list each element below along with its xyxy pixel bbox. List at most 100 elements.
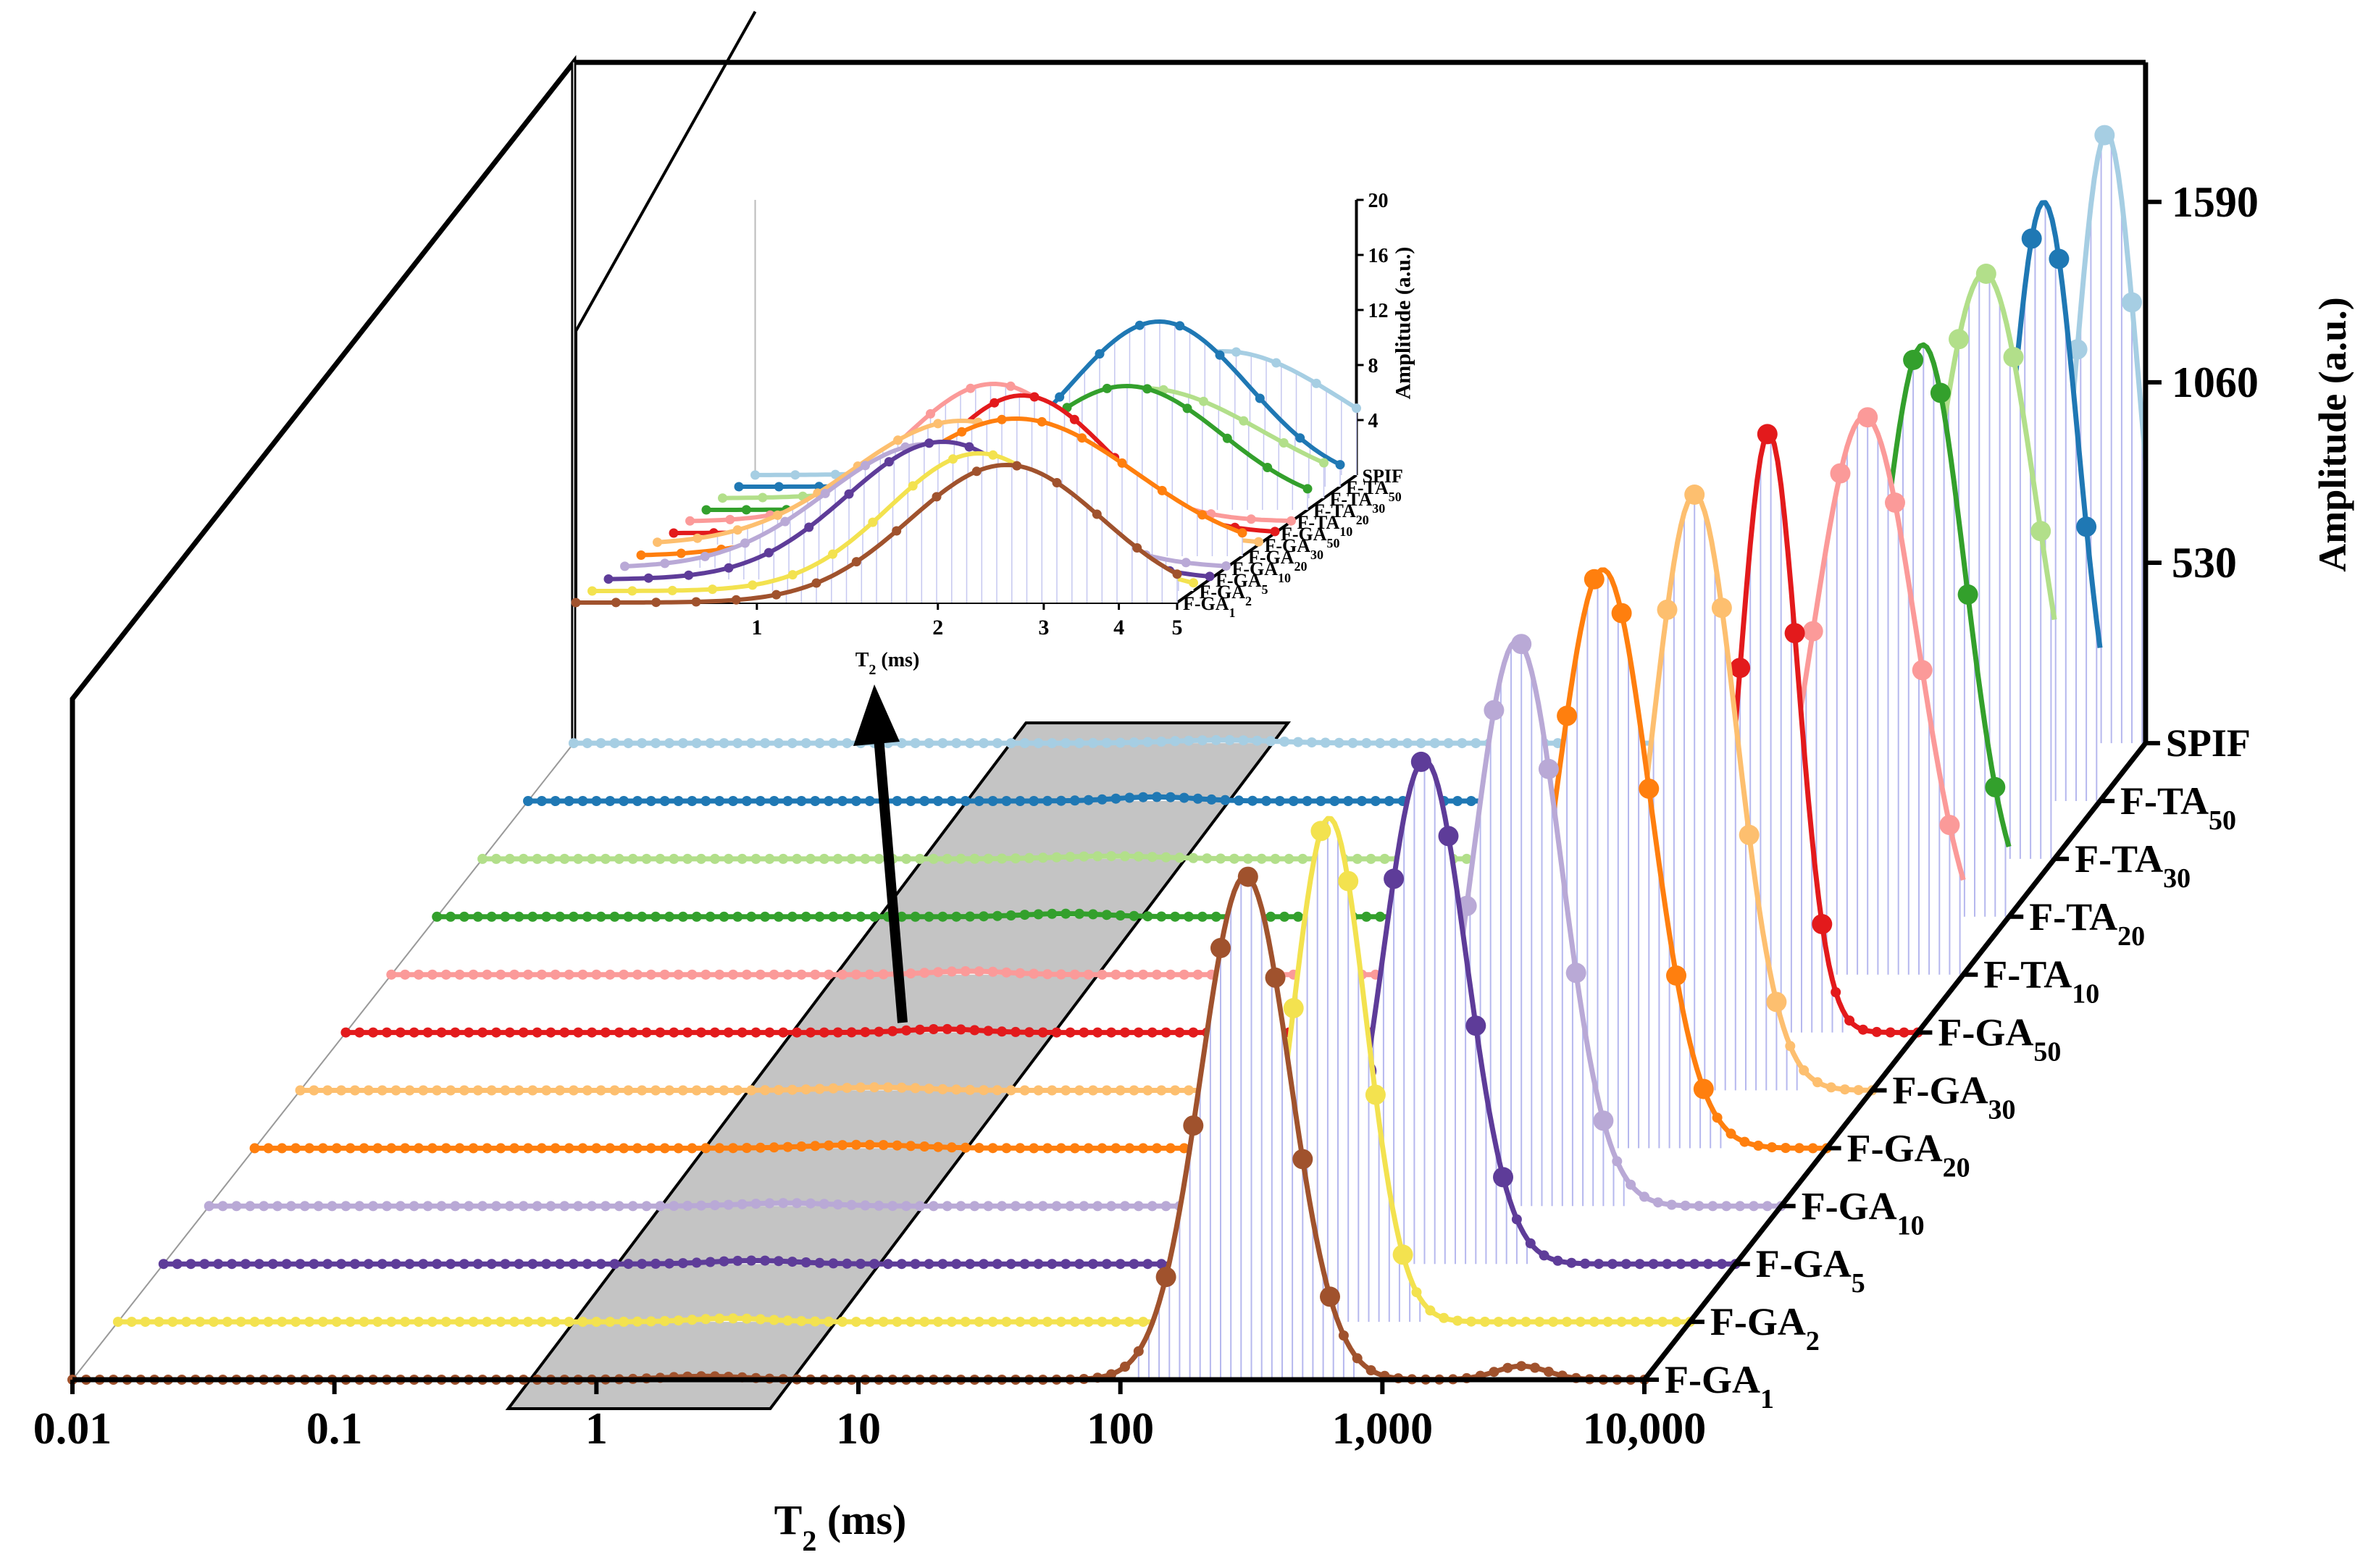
data-point <box>719 1085 729 1096</box>
data-point <box>627 1201 638 1212</box>
data-point <box>1042 1317 1053 1328</box>
data-point <box>1671 1317 1681 1328</box>
data-point <box>609 738 620 749</box>
series-label-f-ga10: F-GA10 <box>1802 1184 1925 1241</box>
data-point <box>1516 1361 1527 1372</box>
data-point <box>518 1027 529 1038</box>
data-point <box>477 853 488 864</box>
data-point <box>322 1085 333 1096</box>
data-point <box>837 796 848 806</box>
inset-data-point <box>1181 558 1191 568</box>
inset-data-point <box>908 481 918 491</box>
data-point <box>810 796 821 806</box>
data-point <box>573 853 584 864</box>
data-point <box>1024 1027 1034 1038</box>
inset-data-point <box>734 482 744 492</box>
data-point <box>564 1317 574 1328</box>
data-point <box>587 1027 598 1038</box>
data-point <box>235 1317 246 1328</box>
data-point <box>819 1027 829 1038</box>
arrow-shaft <box>874 737 908 1023</box>
arrow-head <box>853 684 900 746</box>
inset-data-point <box>780 516 790 527</box>
data-point <box>732 911 743 922</box>
inset-data-point <box>571 598 581 608</box>
data-point <box>619 1317 629 1327</box>
data-point <box>1156 737 1167 747</box>
data-point <box>1762 1201 1773 1212</box>
data-point <box>555 1259 565 1270</box>
data-point <box>259 1201 269 1212</box>
data-point <box>1061 1259 1071 1270</box>
data-point <box>1429 738 1440 749</box>
data-point <box>1274 796 1285 806</box>
data-point <box>619 796 629 806</box>
data-point <box>800 911 811 922</box>
inset-series-line <box>576 463 1179 605</box>
data-point <box>518 853 529 864</box>
data-point <box>1019 1259 1030 1270</box>
inset-data-point <box>1270 527 1280 537</box>
inset-data-point <box>691 597 701 607</box>
data-point <box>1115 737 1126 748</box>
inset-x-tick-label: 1 <box>751 616 762 640</box>
data-point <box>1011 853 1021 864</box>
data-point <box>919 968 930 978</box>
data-point <box>1857 1024 1868 1035</box>
data-point <box>1155 1267 1176 1288</box>
data-point <box>1415 738 1426 749</box>
data-point <box>609 911 620 922</box>
data-point <box>987 1143 998 1154</box>
inset-x-tick-label: 5 <box>1172 616 1183 640</box>
data-point <box>1753 1140 1764 1151</box>
data-point <box>509 1317 520 1328</box>
data-point <box>1443 738 1454 749</box>
inset-data-point <box>787 570 798 580</box>
data-point <box>659 796 670 806</box>
data-point <box>295 1085 306 1096</box>
data-point <box>1079 1201 1089 1212</box>
inset-data-point <box>693 533 703 543</box>
data-point <box>1069 1143 1080 1154</box>
data-point <box>773 738 784 749</box>
data-point <box>773 1085 784 1095</box>
data-point <box>856 911 866 922</box>
data-point <box>446 1259 456 1270</box>
data-point <box>1465 1015 1486 1036</box>
inset-data-point <box>771 590 782 600</box>
data-point <box>523 1317 533 1328</box>
data-point <box>937 738 948 749</box>
inset-x-tick-label: 3 <box>1038 616 1049 640</box>
data-point <box>450 1201 461 1212</box>
data-point <box>1283 998 1304 1018</box>
data-point <box>1165 1143 1176 1154</box>
data-point <box>446 1085 456 1096</box>
data-point <box>1439 1312 1450 1323</box>
data-point <box>582 1259 593 1270</box>
inset-data-point <box>1005 381 1016 391</box>
data-point <box>896 911 907 922</box>
data-point <box>723 853 734 864</box>
data-point <box>837 969 848 980</box>
data-point <box>992 738 1003 749</box>
data-point <box>181 1317 192 1328</box>
data-point <box>965 738 976 749</box>
data-point <box>1799 1065 1810 1076</box>
inset-data-point <box>764 548 774 558</box>
data-point <box>350 1085 360 1096</box>
data-point <box>659 1143 670 1154</box>
data-point <box>664 738 674 749</box>
data-point <box>960 1317 971 1328</box>
data-point <box>1739 824 1760 845</box>
data-point <box>464 1027 474 1038</box>
data-point <box>523 969 533 980</box>
data-point <box>1520 1317 1531 1328</box>
data-point <box>728 1143 738 1154</box>
data-point <box>864 1139 875 1150</box>
inset-data-point <box>667 585 677 595</box>
inset-y-tick-label: 4 <box>1368 410 1379 432</box>
data-point <box>1807 1143 1818 1154</box>
data-point <box>1352 853 1363 864</box>
data-point <box>1680 1200 1691 1211</box>
data-point <box>1370 796 1381 806</box>
